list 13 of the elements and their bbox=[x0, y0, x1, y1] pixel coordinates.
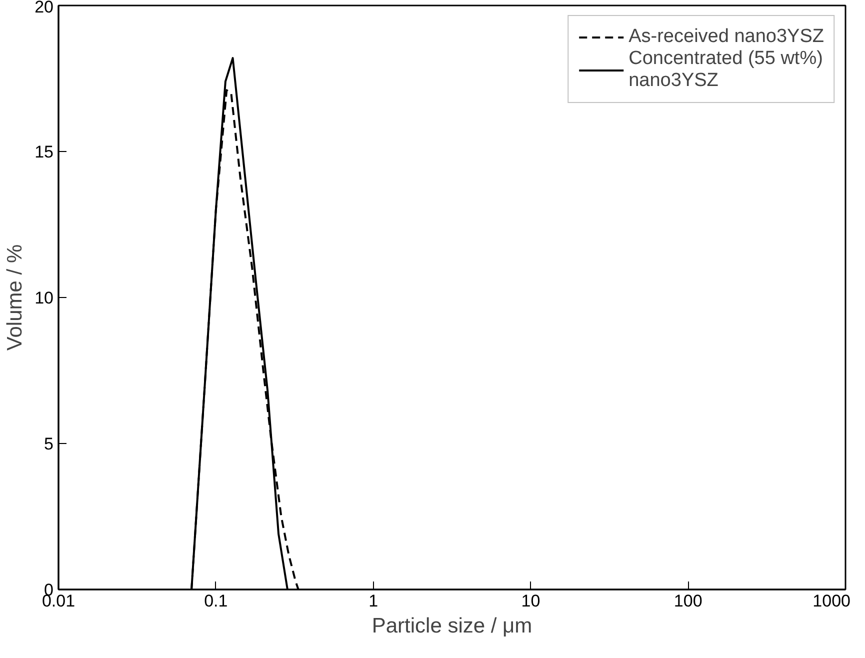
x-tick-label: 1 bbox=[368, 592, 378, 610]
y-tick-label: 15 bbox=[34, 142, 54, 162]
x-tick-label: 100 bbox=[674, 592, 702, 610]
y-axis-title: Volume / % bbox=[4, 244, 27, 351]
legend-label: Concentrated (55 wt%) nano3YSZ bbox=[628, 48, 823, 92]
legend-label: As-received nano3YSZ bbox=[628, 26, 824, 48]
y-tick-label: 5 bbox=[44, 434, 54, 454]
x-tick-label: 10 bbox=[521, 592, 540, 610]
x-tick-label: 0.1 bbox=[204, 592, 228, 610]
y-tick-label: 20 bbox=[34, 0, 54, 16]
x-axis-title: Particle size / μm bbox=[372, 614, 532, 638]
y-tick-label: 10 bbox=[34, 288, 54, 308]
x-tick-label: 1000 bbox=[812, 592, 851, 610]
